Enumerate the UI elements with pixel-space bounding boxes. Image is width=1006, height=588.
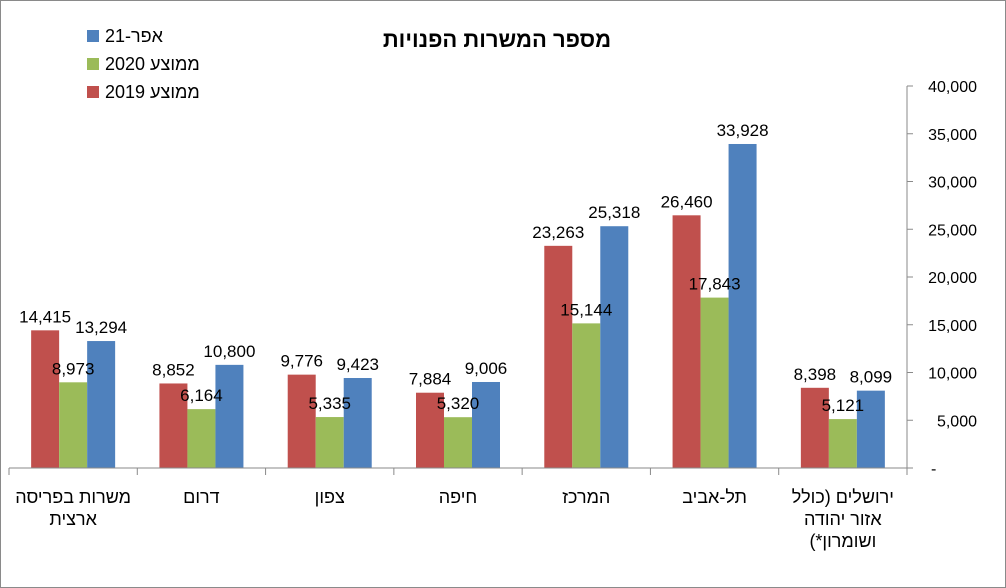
y-tick-label-1: 5,000 [937,413,977,430]
data-label-series2-cat5: 33,928 [717,121,769,140]
data-label-series2-cat3: 9,006 [465,359,508,378]
legend-label-1: ממוצע 2020 [105,54,200,74]
data-label-series1-cat6: 5,121 [822,396,865,415]
data-label-series0-cat5: 26,460 [661,192,713,211]
data-label-series0-cat0: 14,415 [19,307,71,326]
bar-series0-cat6 [800,387,829,468]
data-labels-group: 14,415 8,852 9,776 7,884 23,263 26,460 8,398 8,… [19,121,892,415]
bar-series2-cat0 [87,341,116,468]
bar-series2-cat6 [856,390,885,468]
bar-series2-cat4 [600,226,629,468]
y-tick-label-4: 20,000 [928,270,977,287]
x-tick-label-1: דרום [183,487,219,507]
legend-swatch-2 [87,86,99,98]
data-label-series0-cat6: 8,398 [794,365,837,384]
bar-series2-cat1 [215,364,244,468]
data-label-series2-cat1: 10,800 [203,342,255,361]
legend: אפר-21 ממוצע 2020 ממוצע 2019 [87,26,200,102]
data-label-series0-cat4: 23,263 [532,223,584,242]
bar-series1-cat2 [315,417,344,468]
x-tick-label-2: צפון [315,487,345,507]
bar-series0-cat1 [159,383,188,468]
bar-series1-cat5 [700,297,729,468]
data-label-series2-cat4: 25,318 [588,203,640,222]
data-label-series2-cat6: 8,099 [850,368,893,387]
data-label-series1-cat4: 15,144 [560,300,612,319]
legend-label-0: אפר-21 [105,26,164,46]
bar-series0-cat4 [544,245,573,468]
bar-series0-cat5 [672,215,701,468]
data-label-series0-cat1: 8,852 [152,360,195,379]
x-tick-label-6: ירושלים (כולל אזור יהודה ושומרון*) [792,487,894,551]
chart-title: מספר המשרות הפנויות [383,27,611,52]
data-label-series1-cat3: 5,320 [437,394,480,413]
y-tick-label-5: 25,000 [928,222,977,239]
x-tick-label-0: משרות בפריסה ארצית [15,487,131,529]
data-label-series1-cat2: 5,335 [308,394,351,413]
y-tick-label-6: 30,000 [928,175,977,192]
data-label-series1-cat1: 6,164 [180,386,223,405]
bar-series0-cat0 [31,330,60,468]
x-tick-label-3: חיפה [439,487,478,507]
bar-series1-cat6 [828,419,857,468]
legend-swatch-0 [87,30,99,42]
bar-series0-cat2 [287,374,316,468]
bar-series1-cat1 [187,409,216,468]
y-tick-label-2: 10,000 [928,366,977,383]
bar-series2-cat2 [343,378,372,468]
data-label-series2-cat0: 13,294 [75,318,127,337]
data-label-series0-cat2: 9,776 [280,352,323,371]
legend-label-2: ממוצע 2019 [105,82,200,102]
data-label-series1-cat5: 17,843 [689,275,741,294]
bar-series1-cat4 [572,323,601,468]
bar-series1-cat0 [59,382,88,468]
y-tick-label-0: - [931,461,936,478]
data-label-series1-cat0: 8,973 [52,359,95,378]
axes-group: משרות בפריסה ארצית דרום צפון חיפה המרכז תל-אבי… [8,79,977,551]
y-tick-label-8: 40,000 [928,79,977,96]
bar-series1-cat3 [444,417,472,468]
legend-swatch-1 [87,58,99,70]
x-tick-label-4: המרכז [562,487,610,507]
bar-series2-cat5 [728,143,757,468]
y-tick-label-7: 35,000 [928,127,977,144]
data-label-series2-cat2: 9,423 [336,355,379,374]
data-label-series0-cat3: 7,884 [409,370,452,389]
y-tick-label-3: 15,000 [928,318,977,335]
bar-series2-cat3 [472,381,500,468]
x-tick-label-5: תל-אביב [682,487,747,507]
bars-group [31,143,885,468]
bar-series0-cat3 [416,392,444,468]
